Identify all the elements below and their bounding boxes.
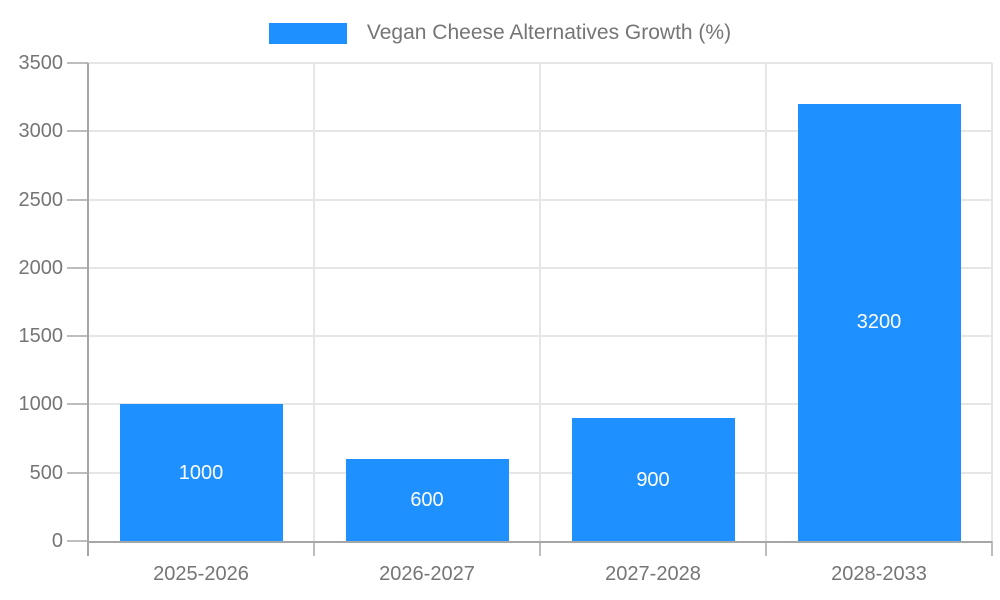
x-axis-label: 2028-2033 xyxy=(831,563,927,585)
y-axis-tick xyxy=(67,335,88,338)
bar-value-label: 900 xyxy=(636,468,670,491)
gridline-vertical xyxy=(765,63,767,541)
y-axis-tick xyxy=(67,266,88,269)
y-axis-label: 2500 xyxy=(18,188,64,211)
y-axis-tick xyxy=(67,130,88,133)
x-axis-tick xyxy=(991,541,993,556)
bar-value-label: 1000 xyxy=(178,461,224,484)
y-axis-label: 3000 xyxy=(18,120,64,143)
x-axis-tick xyxy=(313,541,315,556)
bar[interactable] xyxy=(345,459,509,541)
legend-swatch xyxy=(268,22,347,44)
y-axis-label: 2000 xyxy=(18,256,64,279)
y-axis-tick xyxy=(67,540,88,542)
x-axis-label: 2027-2028 xyxy=(605,563,701,585)
legend-label: Vegan Cheese Alternatives Growth (%) xyxy=(366,21,732,44)
x-axis-tick xyxy=(765,541,767,556)
y-axis-tick xyxy=(67,471,88,474)
y-axis-tick xyxy=(67,403,88,406)
gridline-vertical xyxy=(991,63,993,541)
y-axis-line xyxy=(87,63,89,556)
y-axis-label: 500 xyxy=(29,461,63,484)
gridline-vertical xyxy=(313,63,315,541)
gridline-vertical xyxy=(539,63,541,541)
bar-value-label: 600 xyxy=(410,489,444,512)
x-axis-label: 2025-2026 xyxy=(153,563,249,585)
x-axis-line xyxy=(88,541,992,543)
y-axis-label: 1500 xyxy=(18,325,64,348)
y-axis-label: 1000 xyxy=(18,393,64,416)
y-axis-label: 0 xyxy=(51,530,63,552)
y-axis-tick xyxy=(67,62,88,64)
y-axis-label: 3500 xyxy=(18,52,64,74)
x-axis-label: 2026-2027 xyxy=(379,563,475,585)
x-axis-tick xyxy=(539,541,541,556)
bar-value-label: 3200 xyxy=(856,311,902,334)
y-axis-tick xyxy=(67,198,88,201)
legend[interactable]: Vegan Cheese Alternatives Growth (%) xyxy=(0,21,1000,44)
bar[interactable] xyxy=(571,418,735,541)
bar[interactable] xyxy=(119,404,283,541)
bar[interactable] xyxy=(797,103,961,541)
